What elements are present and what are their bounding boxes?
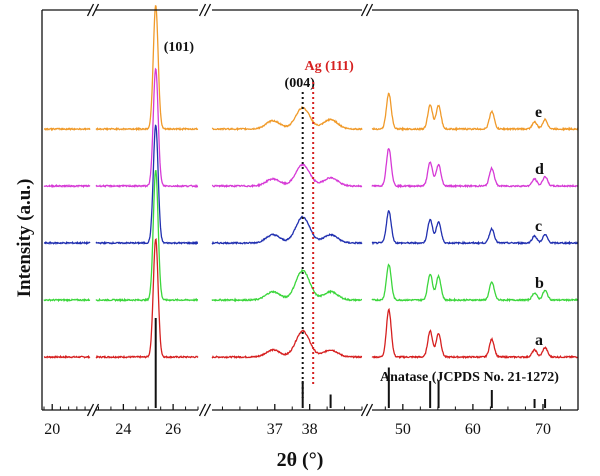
series-e-curve-2 xyxy=(95,4,199,132)
series-a-curve-4 xyxy=(371,307,579,360)
axis-break-mark-2-bottom-1 xyxy=(198,403,207,417)
x-tick-label-60: 60 xyxy=(465,421,481,438)
series-d-curve-3 xyxy=(211,163,363,189)
series-d-curve-1 xyxy=(43,183,91,189)
x-tick-label-26: 26 xyxy=(165,421,181,438)
series-label-c: c xyxy=(535,218,542,235)
watermark-text: 知乎 @化学领域前沿文献 xyxy=(434,443,592,460)
axis-break-mark-3-top-2 xyxy=(365,3,374,17)
x-axis-title: 2θ (°) xyxy=(277,449,324,471)
annotation-ag111: Ag (111) xyxy=(304,59,354,74)
axis-break-mark-1-bottom-1 xyxy=(86,403,95,417)
x-tick-label-20: 20 xyxy=(44,421,60,438)
series-d-curve-2 xyxy=(95,67,199,189)
series-layer: a b c d e xyxy=(43,4,579,360)
series-a-curve-1 xyxy=(43,354,91,359)
series-e-curve-1 xyxy=(43,127,91,132)
reference-layer: Anatase (JCPDS No. 21-1272) xyxy=(154,318,559,408)
x-tick-label-50: 50 xyxy=(395,421,411,438)
series-e-curve-4 xyxy=(371,92,579,132)
series-c-curve-3 xyxy=(211,215,363,245)
axis-break-mark-1-top-1 xyxy=(86,3,95,17)
x-tick-label-37: 37 xyxy=(267,421,283,438)
series-d-curve-4 xyxy=(371,147,579,189)
series-c-curve-4 xyxy=(371,210,579,246)
series-b-curve-1 xyxy=(43,298,91,303)
annotation-101: (101) xyxy=(164,40,195,55)
axis-break-mark-2-top-2 xyxy=(203,3,212,17)
x-tick-label-70: 70 xyxy=(535,421,551,438)
axis-break-mark-2-bottom-2 xyxy=(203,403,212,417)
axis-break-mark-3-bottom-1 xyxy=(360,403,369,417)
x-tick-label-38: 38 xyxy=(302,421,318,438)
series-e-curve-3 xyxy=(211,105,363,132)
axis-break-mark-3-bottom-2 xyxy=(365,403,374,417)
annotation-004: (004) xyxy=(285,76,316,91)
y-axis-title: Intensity (a.u.) xyxy=(14,179,35,298)
axis-break-mark-2-top-1 xyxy=(198,3,207,17)
x-tick-label-24: 24 xyxy=(115,421,131,438)
series-b-curve-2 xyxy=(95,170,199,303)
plot-frame: 20 24 26 37 38 50 60 70 xyxy=(41,3,579,438)
series-label-e: e xyxy=(535,104,542,121)
axis-break-mark-1-bottom-2 xyxy=(91,403,100,417)
series-label-a: a xyxy=(535,332,543,349)
series-b-curve-4 xyxy=(371,263,579,303)
axis-break-mark-1-top-2 xyxy=(91,3,100,17)
axis-break-mark-3-top-1 xyxy=(360,3,369,17)
series-c-curve-1 xyxy=(43,240,91,246)
reference-label: Anatase (JCPDS No. 21-1272) xyxy=(380,370,559,385)
series-a-curve-3 xyxy=(211,329,363,359)
series-a-curve-2 xyxy=(95,238,199,360)
series-label-d: d xyxy=(535,161,544,178)
annotations-layer: (101) (004) Ag (111) xyxy=(164,40,354,398)
series-label-b: b xyxy=(535,275,544,292)
series-b-curve-3 xyxy=(211,268,362,303)
series-c-curve-2 xyxy=(95,124,199,246)
